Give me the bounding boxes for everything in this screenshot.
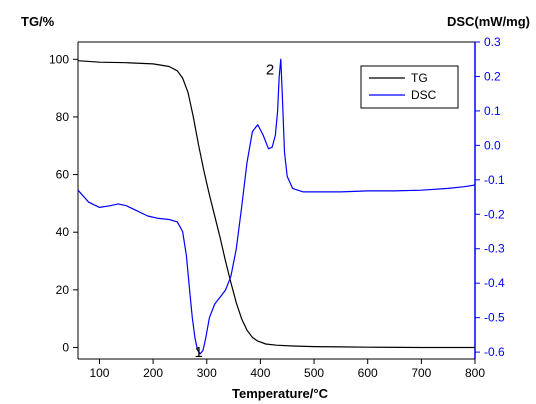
peak-annotation: 1 (195, 344, 203, 361)
y-right-tick-label: 0.3 (484, 35, 501, 49)
peak-annotation: 2 (266, 62, 274, 79)
y-right-tick-label: 0.1 (484, 104, 501, 118)
y-left-tick-label: 100 (49, 52, 69, 66)
legend-label-dsc: DSC (411, 88, 437, 102)
annotation-layer: 12 (195, 62, 275, 362)
y-left-tick-label: 0 (62, 340, 69, 354)
y-right-tick-label: -0.3 (484, 242, 505, 256)
x-tick-label: 700 (411, 366, 431, 380)
x-tick-label: 100 (89, 366, 109, 380)
y-left-axis-title: TG/% (21, 14, 55, 29)
y-right-tick-label: -0.5 (484, 311, 505, 325)
y-right-tick-label: 0.0 (484, 138, 501, 152)
x-tick-label: 800 (465, 366, 485, 380)
y-left-tick-label: 40 (56, 225, 70, 239)
y-left-tick-label: 60 (56, 168, 70, 182)
y-right-axis-title: DSC(mW/mg) (447, 14, 530, 29)
series-line-dsc (77, 58, 476, 355)
series-line-tg (77, 60, 475, 349)
x-axis-title: Temperature/°C (232, 386, 329, 401)
y-right-tick-label: -0.6 (484, 345, 505, 359)
y-right-tick-label: 0.2 (484, 69, 501, 83)
legend-label-tg: TG (411, 71, 428, 85)
axes-layer: 100 200 300 400 500 600 700 800 0 20 40 60 80 100 -0.6… (49, 35, 505, 380)
x-tick-label: 300 (197, 366, 217, 380)
y-left-tick-label: 20 (56, 283, 70, 297)
legend-box (360, 65, 459, 109)
y-right-tick-label: -0.2 (484, 207, 505, 221)
legend: TG DSC (360, 65, 459, 109)
y-right-tick-label: -0.1 (484, 173, 505, 187)
y-left-tick-label: 80 (56, 110, 70, 124)
x-tick-label: 600 (358, 366, 378, 380)
x-tick-label: 400 (250, 366, 270, 380)
series-layer (77, 58, 476, 355)
y-right-tick-label: -0.4 (484, 276, 505, 290)
x-tick-label: 500 (304, 366, 324, 380)
x-tick-label: 200 (143, 366, 163, 380)
